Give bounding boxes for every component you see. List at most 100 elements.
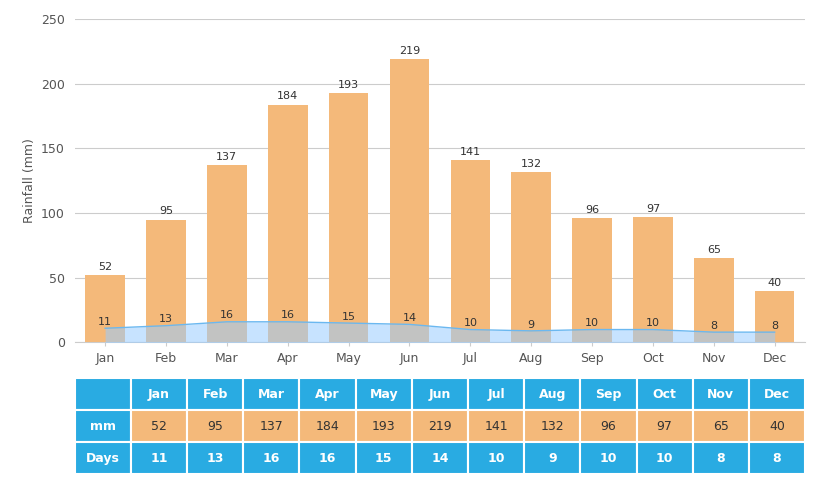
Bar xyxy=(300,378,355,411)
Text: 10: 10 xyxy=(656,452,673,465)
Text: Sep: Sep xyxy=(595,388,622,401)
Bar xyxy=(268,104,307,342)
Bar xyxy=(355,442,412,474)
Bar xyxy=(243,442,300,474)
Bar xyxy=(749,378,805,411)
Bar xyxy=(187,411,243,442)
Bar xyxy=(525,411,580,442)
Bar xyxy=(525,378,580,411)
Text: 15: 15 xyxy=(375,452,393,465)
Bar xyxy=(633,217,673,342)
Bar xyxy=(468,378,525,411)
Bar xyxy=(131,378,187,411)
Text: Mar: Mar xyxy=(258,388,285,401)
Text: 10: 10 xyxy=(585,318,599,328)
Text: 10: 10 xyxy=(646,318,660,328)
Text: 13: 13 xyxy=(207,452,224,465)
Bar xyxy=(243,378,300,411)
Y-axis label: Rainfall (mm): Rainfall (mm) xyxy=(22,138,36,223)
Text: 137: 137 xyxy=(260,420,283,433)
Bar xyxy=(187,378,243,411)
Bar xyxy=(187,442,243,474)
Bar xyxy=(468,411,525,442)
Bar xyxy=(525,442,580,474)
Bar xyxy=(146,220,186,342)
Text: 9: 9 xyxy=(528,319,535,330)
Bar xyxy=(208,165,247,342)
Legend: Average Precipitation(mm), Average Rain Days: Average Precipitation(mm), Average Rain … xyxy=(266,399,614,412)
Text: 193: 193 xyxy=(338,80,359,90)
Text: 40: 40 xyxy=(769,420,785,433)
Bar xyxy=(693,411,749,442)
Bar xyxy=(580,442,637,474)
Bar xyxy=(390,59,429,342)
Text: mm: mm xyxy=(90,420,116,433)
Bar xyxy=(580,378,637,411)
Bar xyxy=(355,411,412,442)
Text: Apr: Apr xyxy=(315,388,339,401)
Text: 16: 16 xyxy=(220,310,234,320)
Text: 96: 96 xyxy=(601,420,617,433)
Text: 132: 132 xyxy=(540,420,564,433)
Bar xyxy=(694,259,734,342)
Text: Days: Days xyxy=(85,452,120,465)
Text: 40: 40 xyxy=(768,277,782,287)
Text: Jun: Jun xyxy=(429,388,451,401)
Text: 184: 184 xyxy=(277,91,298,101)
Text: 184: 184 xyxy=(315,420,339,433)
Text: May: May xyxy=(369,388,398,401)
Text: 52: 52 xyxy=(151,420,167,433)
Text: 141: 141 xyxy=(460,147,481,157)
Text: 14: 14 xyxy=(403,313,417,323)
Text: 65: 65 xyxy=(713,420,729,433)
Text: 8: 8 xyxy=(771,321,779,331)
Bar xyxy=(749,442,805,474)
Text: Oct: Oct xyxy=(652,388,676,401)
Bar xyxy=(300,411,355,442)
Bar xyxy=(755,291,794,342)
Text: 16: 16 xyxy=(319,452,336,465)
Text: 15: 15 xyxy=(342,312,355,322)
Bar xyxy=(75,442,131,474)
Text: 96: 96 xyxy=(585,205,599,215)
Text: 16: 16 xyxy=(262,452,280,465)
Bar xyxy=(468,442,525,474)
Text: 132: 132 xyxy=(520,159,542,169)
Text: 97: 97 xyxy=(657,420,672,433)
Text: 97: 97 xyxy=(646,204,660,214)
Text: 11: 11 xyxy=(150,452,168,465)
Text: 219: 219 xyxy=(428,420,452,433)
Bar xyxy=(131,411,187,442)
Text: Feb: Feb xyxy=(203,388,228,401)
Bar xyxy=(329,93,369,342)
Bar xyxy=(243,411,300,442)
Text: Aug: Aug xyxy=(539,388,566,401)
Text: 193: 193 xyxy=(372,420,396,433)
Text: 8: 8 xyxy=(710,321,717,331)
Bar xyxy=(300,442,355,474)
Text: 137: 137 xyxy=(217,152,237,162)
Text: 141: 141 xyxy=(484,420,508,433)
Text: 11: 11 xyxy=(98,317,112,327)
Bar xyxy=(637,442,693,474)
Text: 14: 14 xyxy=(431,452,449,465)
Text: 219: 219 xyxy=(399,46,420,56)
Text: 52: 52 xyxy=(98,262,112,272)
Bar xyxy=(573,218,612,342)
Text: 95: 95 xyxy=(208,420,223,433)
Bar xyxy=(75,378,131,411)
Bar xyxy=(637,411,693,442)
Text: 9: 9 xyxy=(548,452,557,465)
Text: 65: 65 xyxy=(707,245,720,255)
Text: 8: 8 xyxy=(773,452,781,465)
Bar xyxy=(637,378,693,411)
Text: Nov: Nov xyxy=(707,388,735,401)
Bar xyxy=(693,442,749,474)
Bar xyxy=(511,172,551,342)
Text: 10: 10 xyxy=(463,318,477,328)
Bar xyxy=(75,411,131,442)
Bar xyxy=(131,442,187,474)
Text: 10: 10 xyxy=(487,452,505,465)
Bar xyxy=(749,411,805,442)
Text: 13: 13 xyxy=(159,314,173,324)
